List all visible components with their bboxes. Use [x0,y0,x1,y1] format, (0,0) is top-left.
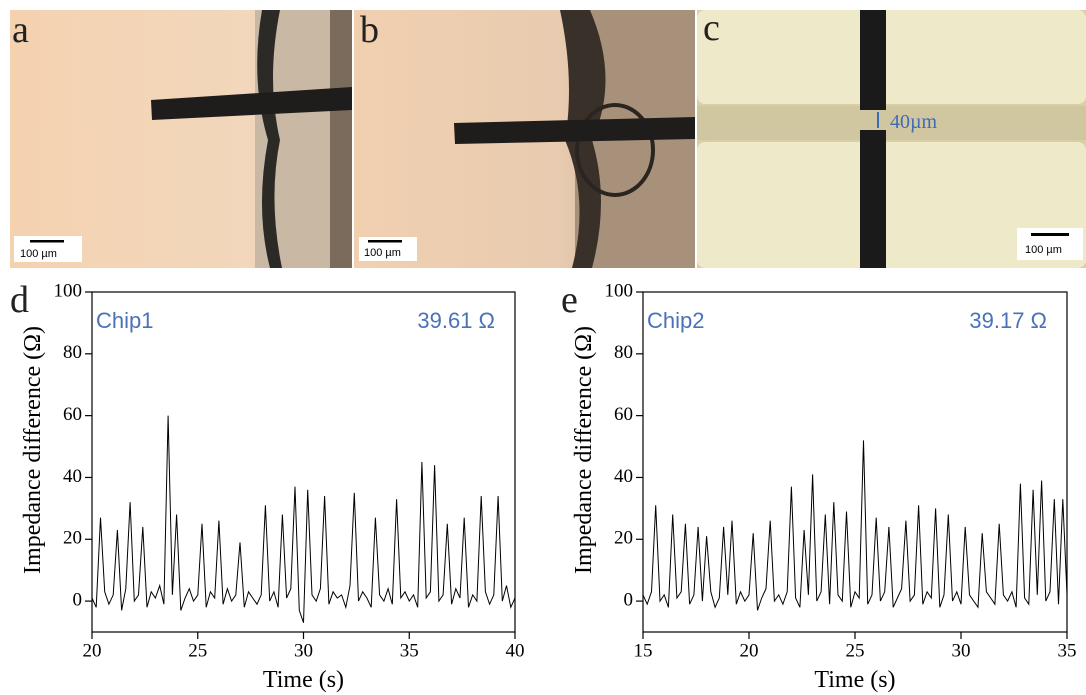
chip-label: Chip2 [647,308,704,333]
scale-bar-label: 100 µm [1025,244,1062,256]
photo-b: b 100 µm [354,9,695,268]
y-tick-label: 0 [73,589,83,610]
y-axis-label: Impedance difference (Ω) [571,326,597,574]
panel-label: a [12,9,29,51]
impedance-label: 39.17 Ω [969,308,1047,333]
impedance-label: 39.61 Ω [417,308,495,333]
y-axis-label: Impedance difference (Ω) [20,326,46,574]
signal-line [642,440,1068,611]
panel-label: b [360,9,379,51]
x-tick-label: 20 [83,640,102,661]
x-tick-label: 40 [506,640,525,661]
x-axis-label: Time (s) [814,667,895,693]
chip-label: Chip1 [96,308,153,333]
signal-line [91,415,516,623]
x-tick-label: 15 [634,640,653,661]
y-tick-label: 40 [614,466,633,487]
y-tick-label: 60 [63,404,82,425]
x-tick-label: 25 [188,640,207,661]
scale-bar-label: 100 µm [364,247,401,259]
y-tick-label: 0 [624,589,634,610]
panel-label: c [703,7,720,49]
y-tick-label: 20 [614,528,633,549]
x-tick-label: 30 [952,640,971,661]
gap-annotation: 40µm [890,111,938,133]
panel-label: e [561,279,578,321]
scale-bar-label: 100 µm [20,248,57,260]
y-tick-label: 100 [605,280,634,301]
photo-a: a 100 µm [10,9,352,268]
y-tick-label: 20 [63,528,82,549]
photo-c: c 40µm 100 µm [697,7,1086,268]
x-tick-label: 35 [400,640,419,661]
y-tick-label: 100 [54,280,83,301]
plot-frame [91,291,516,633]
panel-label: d [10,279,29,321]
x-tick-label: 20 [740,640,759,661]
plot-frame [642,291,1068,633]
y-tick-label: 60 [614,404,633,425]
y-tick-label: 80 [614,342,633,363]
x-tick-label: 25 [846,640,865,661]
x-tick-label: 30 [294,640,313,661]
x-tick-label: 35 [1058,640,1077,661]
x-axis-label: Time (s) [263,667,344,693]
y-tick-label: 80 [63,342,82,363]
y-tick-label: 40 [63,466,82,487]
